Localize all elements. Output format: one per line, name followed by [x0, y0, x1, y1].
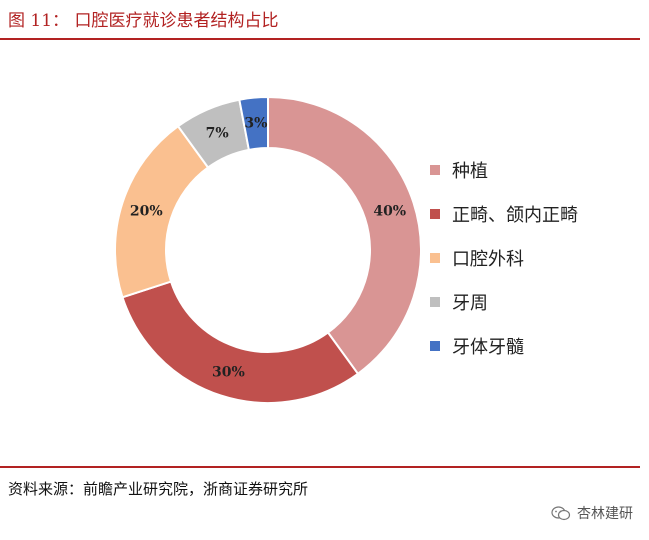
source-divider: [0, 466, 640, 468]
legend-swatch: [430, 253, 440, 263]
slice-5: [238, 95, 269, 151]
legend-item-5: 牙体牙髓: [430, 324, 578, 368]
watermark: 杏林建研: [551, 503, 633, 523]
legend-item-1: 种植: [430, 148, 578, 192]
watermark-text: 杏林建研: [577, 506, 633, 522]
source-note: 资料来源：前瞻产业研究院，浙商证券研究所: [8, 480, 309, 498]
legend-swatch: [430, 165, 440, 175]
data-label-5: 3%: [244, 116, 267, 132]
legend-label: 种植: [452, 161, 488, 182]
legend-label: 牙体牙髓: [452, 337, 524, 358]
data-labels: 40% 30% 20% 7% 3%: [130, 116, 406, 381]
donut-chart: 40% 30% 20% 7% 3%: [114, 95, 420, 404]
legend-label: 正畸、颌内正畸: [452, 205, 578, 226]
wechat-icon: [551, 505, 571, 520]
data-label-3: 20%: [130, 203, 163, 219]
figure-title: 图 11： 口腔医疗就诊患者结构占比: [8, 11, 279, 31]
slice-2: [121, 280, 360, 404]
legend-swatch: [430, 209, 440, 219]
slice-1: [267, 95, 420, 376]
legend-item-4: 牙周: [430, 280, 578, 324]
data-label-2: 30%: [212, 365, 245, 381]
legend-swatch: [430, 341, 440, 351]
legend-item-3: 口腔外科: [430, 236, 578, 280]
legend-swatch: [430, 297, 440, 307]
title-divider: [0, 38, 640, 40]
chart-legend: 种植正畸、颌内正畸 口腔外科牙周牙体牙髓: [430, 148, 578, 368]
legend-item-2: 正畸、颌内正畸: [430, 192, 578, 236]
donut-slices: [114, 95, 420, 404]
legend-label: 口腔外科: [452, 249, 524, 270]
legend-label: 牙周: [452, 293, 488, 314]
data-label-1: 40%: [373, 203, 406, 219]
data-label-4: 7%: [206, 126, 229, 142]
